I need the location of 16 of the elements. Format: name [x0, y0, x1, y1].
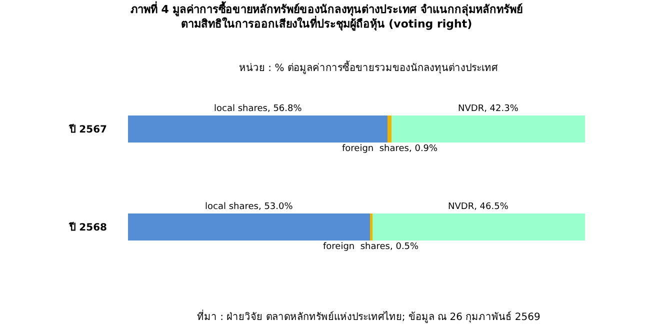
- y-tick-label: ปี 2567: [68, 124, 108, 136]
- bar: [128, 115, 388, 143]
- bar: [388, 115, 392, 143]
- y-tick-label: ปี 2568: [68, 222, 108, 234]
- data-label: foreign shares, 0.5%: [323, 242, 420, 252]
- data-label: foreign shares, 0.9%: [342, 144, 438, 154]
- data-label: local shares, 56.8%: [214, 104, 302, 114]
- bar: [392, 115, 585, 143]
- chart-title: ภาพที่ 4 มูลค่าการซื้อขายหลักทรัพย์ของนักลงทุนต่างประเทศ จำแนกกลุ่มหลักทรัพย์ ตามสิทธิในการออกเสียงในที่ประชุมผู้ถือหุ้น (voting right): [130, 1, 523, 32]
- data-label: NVDR, 42.3%: [458, 104, 519, 114]
- data-label: local shares, 53.0%: [205, 202, 294, 212]
- chart-subtitle: หน่วย : % ต่อมูลค่าการซื้อขายรวมของนักลงทุนต่างประเทศ: [239, 60, 498, 74]
- bar: [128, 213, 370, 241]
- bar: [372, 213, 585, 241]
- text: ที่มา : ฝ่ายวิจัย ตลาดหลักทรัพย์แห่งประเทศไทย; ข้อมูล ณ 26 กุมภาพันธ์ 2569: [197, 309, 540, 323]
- data-label: NVDR, 46.5%: [448, 202, 509, 212]
